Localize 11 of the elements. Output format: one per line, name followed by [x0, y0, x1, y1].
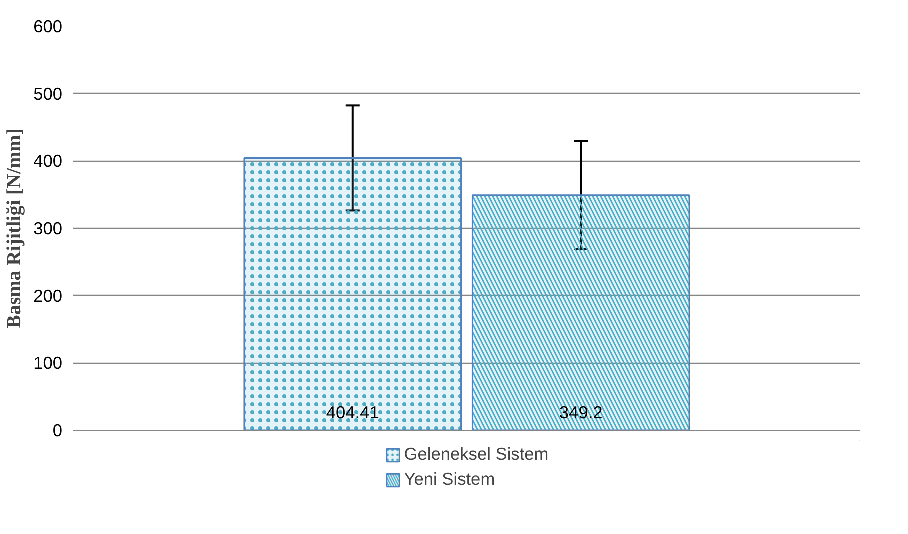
y-tick-label: 500: [34, 84, 63, 104]
legend-label: Geleneksel Sistem: [404, 444, 549, 465]
y-tick-label: 100: [34, 353, 63, 374]
y-tick-label: 200: [34, 286, 63, 306]
legend-label: Yeni Sistem: [404, 469, 496, 490]
y-tick-label: 0: [52, 420, 63, 440]
data-label: 404.41: [326, 402, 380, 422]
y-axis-title: Basma Rijitliği [N/mm]: [4, 128, 26, 328]
y-tick-label: 300: [34, 218, 63, 238]
y-tick-label: 600: [34, 16, 63, 36]
y-tick-label: 400: [34, 151, 63, 172]
